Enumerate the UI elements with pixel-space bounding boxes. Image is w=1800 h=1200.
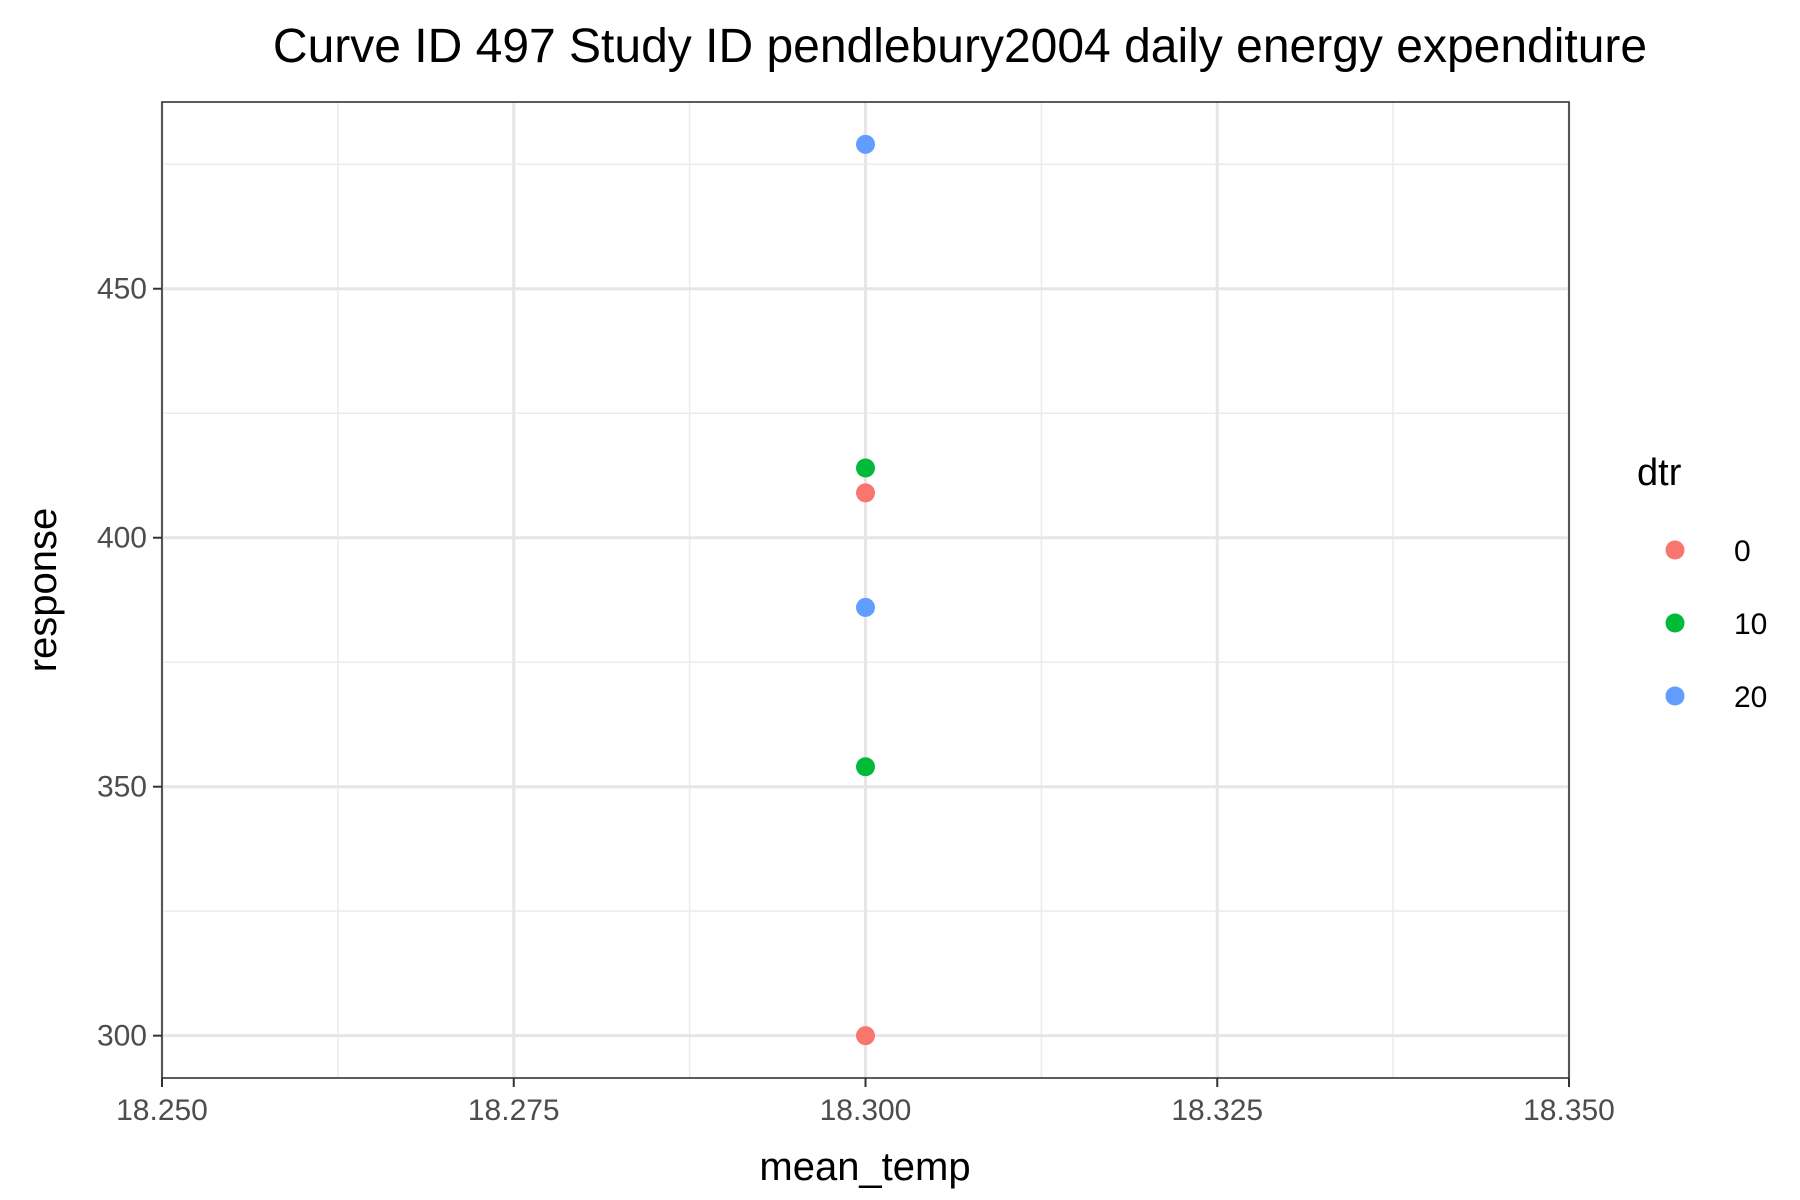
data-point-dtr-20	[856, 597, 875, 617]
legend-label-dtr-20: 20	[1734, 681, 1767, 714]
data-point-dtr-10	[856, 458, 875, 478]
data-point-dtr-0	[856, 1026, 875, 1046]
x-axis-title: mean_temp	[759, 1145, 970, 1189]
legend-label-dtr-0: 0	[1734, 535, 1751, 568]
legend-key-dtr-0	[1665, 540, 1685, 560]
y-tick-label: 450	[97, 273, 147, 306]
legend-items: 0 10 20	[1665, 535, 1767, 714]
y-axis: 300 350 400 450	[97, 273, 162, 1053]
data-points	[856, 134, 875, 1046]
chart-title: Curve ID 497 Study ID pendlebury2004 dai…	[273, 20, 1647, 73]
x-tick-label: 18.350	[1523, 1094, 1615, 1127]
legend-label-dtr-10: 10	[1734, 608, 1767, 641]
x-tick-label: 18.275	[468, 1094, 560, 1127]
legend-key-dtr-10	[1665, 613, 1685, 633]
x-tick-label: 18.300	[820, 1094, 912, 1127]
y-tick-label: 300	[97, 1020, 147, 1053]
legend-key-dtr-20	[1665, 686, 1685, 706]
legend-title: dtr	[1637, 452, 1682, 494]
y-tick-label: 350	[97, 771, 147, 804]
y-tick-label: 400	[97, 522, 147, 555]
legend: dtr 0 10 20	[1637, 452, 1767, 714]
data-point-dtr-20	[856, 134, 875, 154]
x-tick-label: 18.325	[1171, 1094, 1263, 1127]
x-tick-label: 18.250	[116, 1094, 208, 1127]
y-axis-title: response	[21, 508, 65, 673]
data-point-dtr-10	[856, 757, 875, 777]
x-axis: 18.250 18.275 18.300 18.325 18.350	[116, 1078, 1615, 1127]
data-point-dtr-0	[856, 483, 875, 503]
